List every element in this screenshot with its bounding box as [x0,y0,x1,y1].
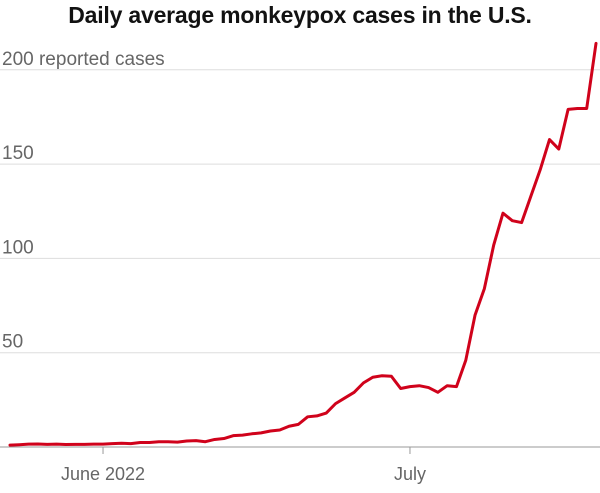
gridlines [0,69,600,354]
y-axis-labels: 50 100 150 200 reported cases [2,49,165,353]
series-line [8,41,598,447]
x-axis: June 2022 July [0,446,600,484]
y-tick-label-100: 100 [2,237,34,258]
y-tick-label-50: 50 [2,332,23,353]
x-tick-label: July [394,464,426,484]
y-tick-label-150: 150 [2,143,34,164]
series-layer [8,41,598,447]
y-tick-label-200: 200 reported cases [2,49,165,70]
chart-title: Daily average monkeypox cases in the U.S… [68,2,532,28]
x-tick-label: June 2022 [61,464,145,484]
